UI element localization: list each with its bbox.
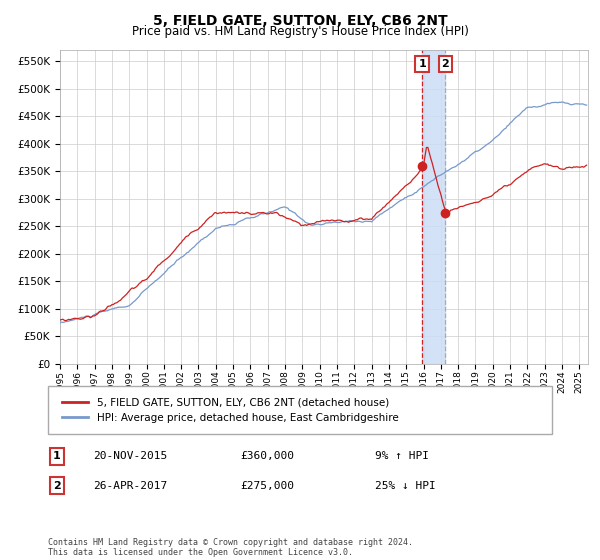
- Text: 1: 1: [53, 451, 61, 461]
- Text: £360,000: £360,000: [240, 451, 294, 461]
- Text: Price paid vs. HM Land Registry's House Price Index (HPI): Price paid vs. HM Land Registry's House …: [131, 25, 469, 38]
- FancyBboxPatch shape: [48, 386, 552, 434]
- Bar: [422, 50, 445, 364]
- Text: 25% ↓ HPI: 25% ↓ HPI: [375, 480, 436, 491]
- Text: 20-NOV-2015: 20-NOV-2015: [93, 451, 167, 461]
- Text: 5, FIELD GATE, SUTTON, ELY, CB6 2NT: 5, FIELD GATE, SUTTON, ELY, CB6 2NT: [152, 14, 448, 28]
- Text: 26-APR-2017: 26-APR-2017: [93, 480, 167, 491]
- Text: Contains HM Land Registry data © Crown copyright and database right 2024.
This d: Contains HM Land Registry data © Crown c…: [48, 538, 413, 557]
- Text: 9% ↑ HPI: 9% ↑ HPI: [375, 451, 429, 461]
- Text: 1: 1: [418, 59, 426, 69]
- Legend: 5, FIELD GATE, SUTTON, ELY, CB6 2NT (detached house), HPI: Average price, detach: 5, FIELD GATE, SUTTON, ELY, CB6 2NT (det…: [58, 394, 403, 427]
- Text: 2: 2: [442, 59, 449, 69]
- Text: 2: 2: [53, 480, 61, 491]
- Text: £275,000: £275,000: [240, 480, 294, 491]
